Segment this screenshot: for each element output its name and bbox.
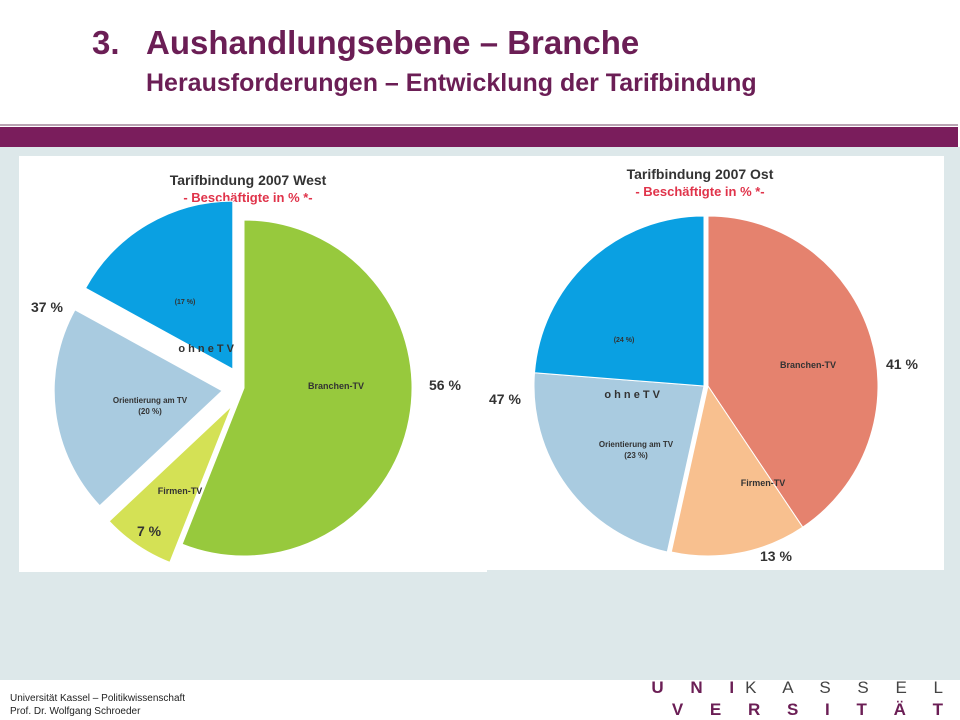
slide-number: 3. [92, 24, 120, 61]
chart-west-slices [53, 200, 413, 564]
chart-west-slice-orientierung [53, 309, 224, 507]
chart-west-title: Tarifbindung 2007 West [170, 172, 327, 188]
chart-ost-sub-orientierung: (23 %) [624, 451, 648, 460]
chart-west-subtitle: - Beschäftigte in % *- [183, 190, 312, 205]
chart-ost-group-label: o h n e T V [604, 389, 660, 401]
chart-west-sub-ohne: (17 %) [175, 299, 196, 306]
chart-ost-slice-ohne-tv [533, 215, 705, 387]
chart-ost-slice-branchen [707, 215, 879, 528]
chart-west-slice-ohne-tv [84, 200, 234, 370]
chart-ost-group-total: 47 % [489, 391, 521, 407]
chart-ost-title: Tarifbindung 2007 Ost [627, 166, 774, 182]
title-divider-line [0, 124, 958, 126]
footer-university: Universität Kassel – Politikwissenschaft [10, 693, 186, 704]
chart-west-label-firmen: Firmen-TV [158, 486, 203, 496]
chart-ost-label-branchen: Branchen-TV [780, 360, 836, 370]
chart-ost-slice-firmen [670, 384, 804, 557]
footer-professor: Prof. Dr. Wolfgang Schroeder [10, 706, 141, 717]
chart-west-value-branchen: 56 % [429, 377, 461, 393]
chart-west-slice-firmen [108, 405, 233, 564]
chart-west-group-label: o h n e T V [178, 343, 234, 355]
university-logo-line2: V E R S I T Ä T [671, 700, 954, 719]
chart-ost-label-firmen: Firmen-TV [741, 478, 786, 488]
chart-west: Tarifbindung 2007 West - Beschäftigte in… [19, 156, 487, 572]
chart-west-group-total: 37 % [31, 299, 63, 315]
chart-west-label-orientierung: Orientierung am TV [113, 396, 188, 405]
chart-ost-label-orientierung: Orientierung am TV [599, 440, 674, 449]
footer-background [0, 680, 960, 720]
chart-west-label-branchen: Branchen-TV [308, 381, 364, 391]
chart-ost-sub-ohne: (24 %) [614, 337, 635, 344]
slide-title: Aushandlungsebene – Branche [146, 24, 640, 61]
logo-accent: U N I [651, 678, 746, 697]
title-band [0, 127, 958, 147]
chart-west-slice-branchen [181, 219, 413, 557]
chart-ost-subtitle: - Beschäftigte in % *- [635, 184, 764, 199]
chart-ost-value-branchen: 41 % [886, 356, 918, 372]
chart-ost: Tarifbindung 2007 Ost - Beschäftigte in … [487, 156, 944, 570]
university-logo-line1: U N IK A S S E L [651, 678, 954, 698]
chart-west-value-firmen: 7 % [137, 523, 162, 539]
chart-ost-value-firmen: 13 % [760, 548, 792, 564]
slide-subtitle: Herausforderungen – Entwicklung der Tari… [146, 69, 757, 97]
chart-west-sub-orientierung: (20 %) [138, 407, 162, 416]
chart-ost-slice-orientierung [533, 372, 705, 553]
chart-ost-slices [533, 215, 879, 557]
logo-kassel: K A S S E L [745, 678, 954, 697]
